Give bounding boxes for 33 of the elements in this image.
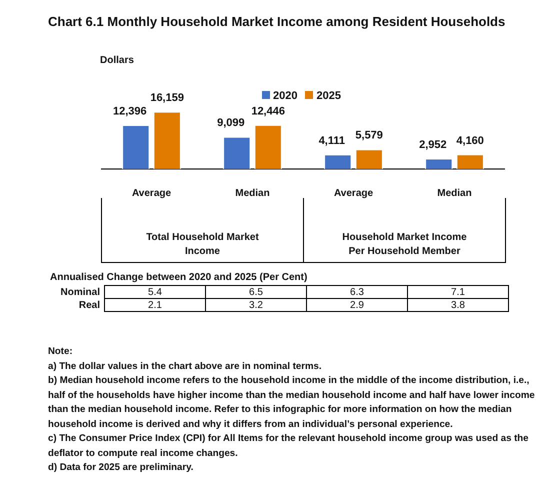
text: Note: — [48, 345, 74, 359]
data-label: 4,111 — [318, 134, 346, 147]
data-label: 3.2 — [206, 298, 306, 312]
legend-label: 2020 — [272, 90, 298, 102]
data-label: 3.8 — [408, 298, 508, 312]
x-tick-label: Average — [334, 188, 374, 199]
data-label: 6.5 — [206, 286, 306, 298]
x-tick-label: Median — [235, 188, 270, 199]
text: b) Median household income refers to the household income in the middle of the income distribution, i.e., half of the households have higher income than the median household income and half have lower income than the median household income. Refer to this infographic for more information on how the median household income is derived and why it differs from an individual’s personal experience. — [48, 374, 536, 432]
data-label: 7.1 — [408, 286, 508, 298]
x-tick-label: Median — [437, 188, 472, 199]
chart-title: Annualised Change between 2020 and 2025 (Per Cent) — [50, 272, 308, 283]
x-tick-label: Average — [132, 188, 172, 199]
text: d) Data for 2025 are preliminary. — [48, 461, 194, 475]
y-tick-label: Real — [78, 298, 101, 312]
chart-title: Chart 6.1 Monthly Household Market Income among Resident Households — [48, 14, 506, 29]
data-label: 12,396 — [113, 106, 147, 118]
data-label: 2.1 — [104, 298, 206, 312]
legend-label: 2025 — [315, 90, 341, 102]
data-label: 2.9 — [306, 298, 408, 312]
data-label: 9,099 — [217, 117, 245, 130]
text: c) The Consumer Price Index (CPI) for All Items for the relevant household income group was used as the deflator to compute real income changes. — [48, 432, 530, 460]
y-tick-label: Nominal — [60, 286, 101, 298]
data-label: 16,159 — [150, 92, 184, 104]
data-label: 12,446 — [251, 105, 285, 118]
data-label: 5,579 — [355, 130, 383, 142]
text: Household Market Income Per Household Member — [303, 198, 506, 263]
data-label: 2,952 — [419, 139, 447, 152]
y-axis-title: Dollars — [100, 55, 134, 66]
data-label: 4,160 — [456, 134, 484, 147]
data-label: 6.3 — [306, 286, 408, 298]
data-label: 5.4 — [104, 286, 206, 298]
text: a) The dollar values in the chart above are in nominal terms. — [48, 360, 323, 374]
